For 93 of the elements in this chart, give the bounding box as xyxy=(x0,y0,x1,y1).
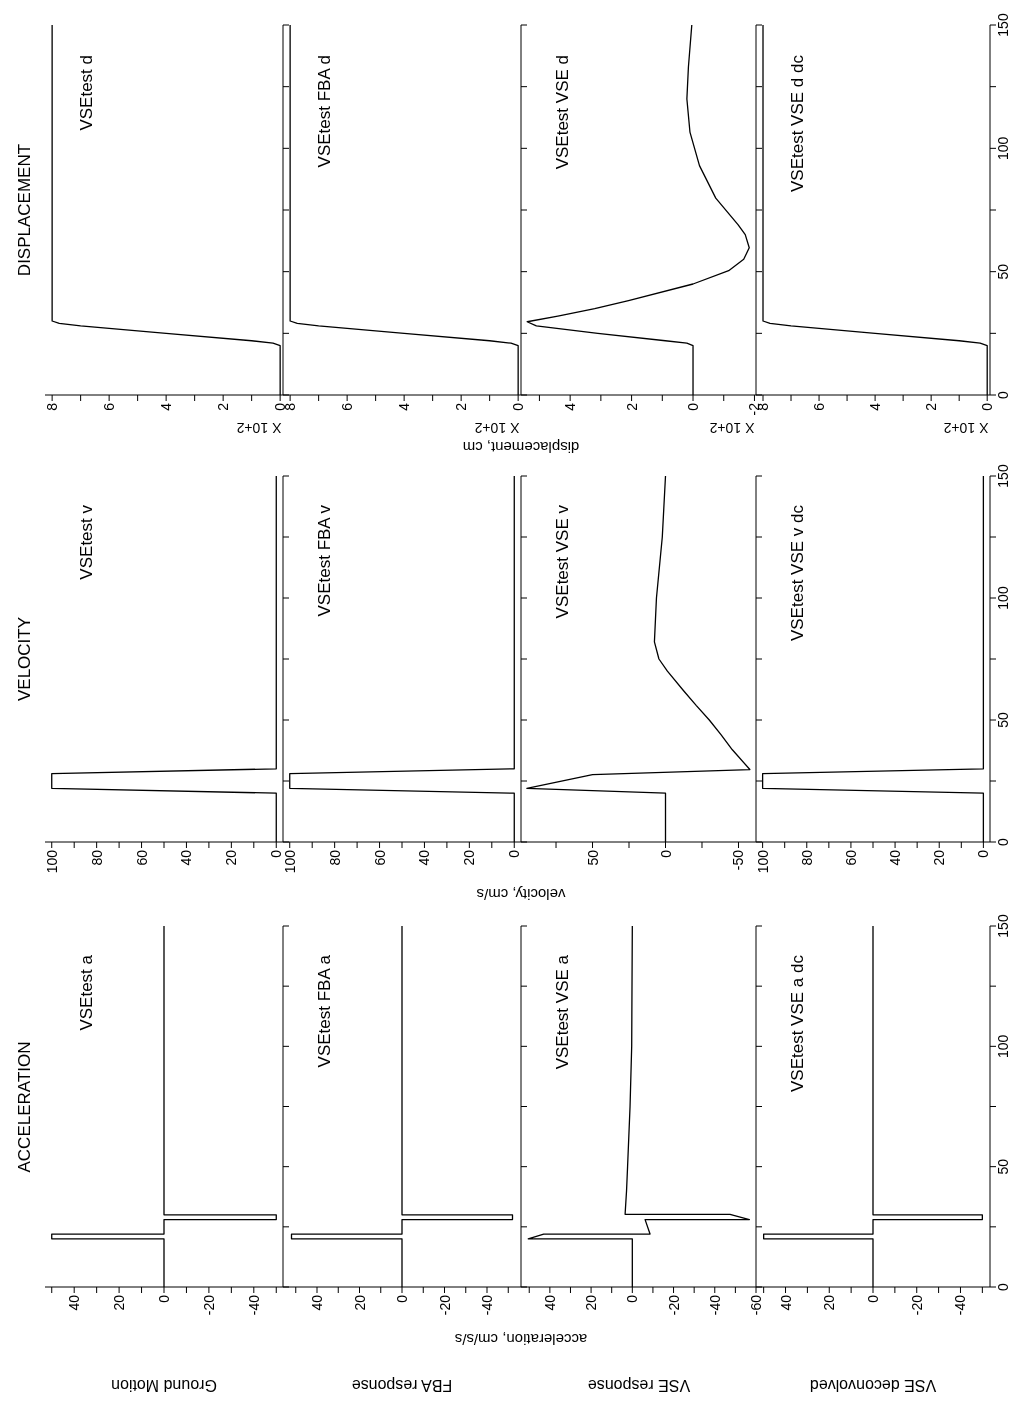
x-tick-label: 20 xyxy=(583,1294,600,1311)
x-tick-label: 2 xyxy=(453,402,470,411)
y-axis-title: displacement, cm xyxy=(462,438,580,456)
x-tick-label: 0 xyxy=(506,849,523,858)
x-tick-label: -50 xyxy=(730,849,747,871)
x-tick-label: 20 xyxy=(351,1294,368,1311)
text: VSEtest VSE v dc xyxy=(788,505,808,642)
x-tick-label: 50 xyxy=(584,849,601,866)
text: VSEtest FBA v xyxy=(315,505,335,617)
text: VSEtest VSE a xyxy=(553,954,573,1070)
text: VELOCITY xyxy=(15,616,35,702)
x-tick-label: 6 xyxy=(811,402,828,411)
x-tick-label: -20 xyxy=(908,1294,925,1316)
x-tick-label: -40 xyxy=(706,1294,723,1316)
x-tick-label: 2 xyxy=(623,402,640,411)
x-tick-label: 20 xyxy=(821,1294,838,1311)
x-tick-label: 4 xyxy=(562,402,579,411)
text: DISPLACEMENT xyxy=(15,143,35,277)
text: VSE deconvolved xyxy=(809,1376,937,1394)
x-tick-label: 40 xyxy=(66,1294,83,1311)
y-tick-label: 0 xyxy=(995,390,1012,399)
text: VSEtest VSE d xyxy=(553,54,573,169)
x-tick-label: 20 xyxy=(111,1294,128,1311)
x-tick-label: 40 xyxy=(416,849,433,866)
x-tick-label: 40 xyxy=(309,1294,325,1311)
y-axis-title: acceleration, cm/s/s xyxy=(454,1330,588,1348)
x-tick-label: -20 xyxy=(665,1294,682,1316)
x-tick-label: 60 xyxy=(371,849,388,866)
x-tick-label: 100 xyxy=(43,849,60,874)
x-tick-label: 40 xyxy=(178,849,195,866)
x-tick-label: 60 xyxy=(133,849,150,866)
text: VSEtest v xyxy=(77,505,97,580)
x-tick-label: 4 xyxy=(158,402,175,411)
x-tick-label: 8 xyxy=(44,402,61,411)
x-tick-label: -60 xyxy=(748,1294,764,1316)
text: Ground Motion xyxy=(111,1376,217,1394)
x-tick-label: 0 xyxy=(394,1294,410,1303)
y-tick-label: 50 xyxy=(995,263,1012,280)
text: VSEtest a xyxy=(77,954,97,1031)
y-tick-label: 100 xyxy=(995,586,1012,610)
y-tick-label: 50 xyxy=(995,1158,1012,1175)
x-tick-label: 80 xyxy=(88,849,105,866)
text: VSE response xyxy=(587,1376,690,1394)
text: VSEtest VSE v xyxy=(553,505,573,619)
x-tick-label: 20 xyxy=(931,849,948,866)
text: VSEtest FBA a xyxy=(315,954,335,1068)
x-tick-label: 0 xyxy=(657,849,674,858)
y-tick-label: 0 xyxy=(995,1282,1012,1291)
x-tick-label: 100 xyxy=(754,849,771,874)
y-axis-title: velocity, cm/s xyxy=(476,885,566,903)
y-tick-label: 150 xyxy=(995,464,1012,488)
text: VSEtest VSE d dc xyxy=(788,54,808,192)
x-tick-label: 0 xyxy=(685,402,702,411)
x-tick-label: 40 xyxy=(541,1294,558,1311)
x-tick-label: 6 xyxy=(101,402,118,411)
x-tick-label: 0 xyxy=(510,402,527,411)
y-tick-label: 0 xyxy=(995,837,1012,846)
x-tick-label: -40 xyxy=(245,1294,262,1316)
x-tick-label: 6 xyxy=(339,402,356,411)
x-tick-label: -20 xyxy=(436,1294,453,1316)
text: VSEtest d xyxy=(77,54,97,131)
x-tick-label: 40 xyxy=(777,1294,794,1311)
x-tick-label: 0 xyxy=(979,402,996,411)
x-tick-label: 60 xyxy=(842,849,859,866)
x-tick-label: 40 xyxy=(887,849,904,866)
text: ACCELERATION xyxy=(15,1041,35,1172)
y-tick-label: 150 xyxy=(995,914,1012,938)
x-tick-label: -40 xyxy=(479,1294,495,1316)
x-tick-label: 0 xyxy=(975,849,992,858)
text: VSEtest VSE a dc xyxy=(788,954,808,1092)
x-tick-label: 0 xyxy=(156,1294,172,1303)
y-tick-label: 150 xyxy=(995,13,1012,37)
text: VSEtest FBA d xyxy=(315,54,335,168)
x-tick-label: 20 xyxy=(461,849,478,866)
x-tick-label: 0 xyxy=(865,1294,881,1303)
x-tick-label: -40 xyxy=(952,1294,969,1316)
text: X 10+2 xyxy=(709,420,755,436)
x-tick-label: 80 xyxy=(798,849,815,866)
x-tick-label: 4 xyxy=(396,402,413,411)
y-tick-label: 100 xyxy=(995,136,1012,161)
text: X 10+2 xyxy=(943,420,989,436)
x-tick-label: -20 xyxy=(200,1294,217,1316)
y-tick-label: 50 xyxy=(995,712,1012,728)
y-tick-label: 100 xyxy=(995,1034,1012,1059)
x-tick-label: 4 xyxy=(867,402,884,411)
x-tick-label: 80 xyxy=(326,849,343,866)
x-tick-label: 20 xyxy=(223,849,240,866)
x-tick-label: 2 xyxy=(215,402,232,411)
text: X 10+2 xyxy=(236,420,282,436)
x-tick-label: 0 xyxy=(624,1294,641,1303)
text: FBA response xyxy=(351,1376,453,1394)
x-tick-label: 2 xyxy=(923,402,940,411)
text: X 10+2 xyxy=(474,420,520,436)
